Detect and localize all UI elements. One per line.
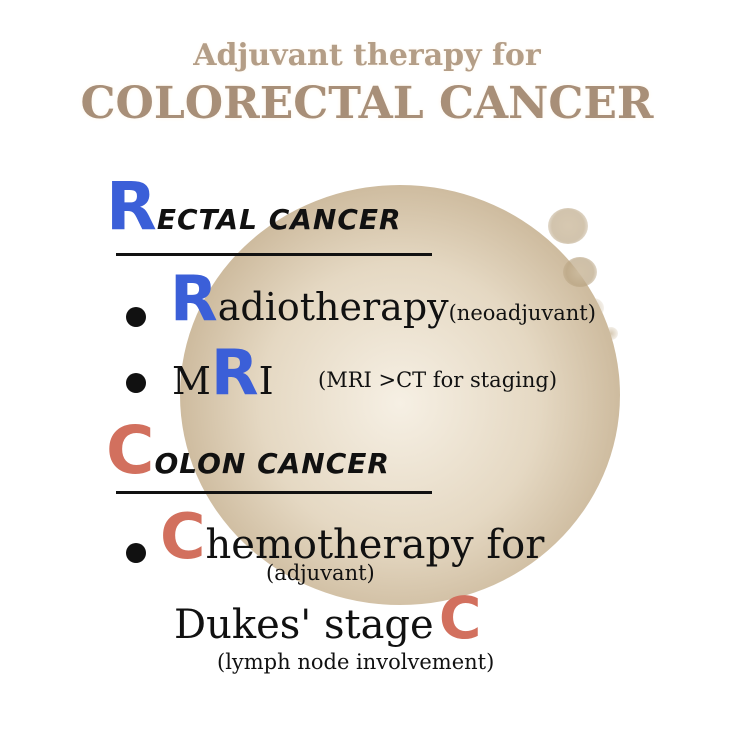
radiotherapy-item: Radiotherapy(neoadjuvant) — [170, 262, 596, 335]
rectal-heading-text: ECTAL CANCER — [156, 203, 402, 236]
rectal-heading: RECTAL CANCER — [106, 168, 402, 245]
radiotherapy-text: adiotherapy — [217, 285, 449, 329]
mri-initial: R — [210, 336, 259, 409]
stain-drop — [563, 257, 597, 287]
colon-heading-text: OLON CANCER — [154, 447, 390, 480]
mri-prefix: M — [172, 359, 211, 403]
dukes-initial: C — [438, 584, 482, 652]
bullet — [126, 307, 146, 327]
chemotherapy-text: hemotherapy for — [205, 522, 545, 568]
title-line-1: Adjuvant therapy for — [193, 38, 541, 73]
adjuvant-note: (adjuvant) — [266, 561, 375, 585]
title-line-2: COLORECTAL CANCER — [80, 78, 654, 129]
mri-text: I — [258, 359, 274, 403]
colon-heading: COLON CANCER — [106, 412, 390, 489]
stain-drop — [604, 327, 618, 340]
mri-note: (MRI >CT for staging) — [318, 368, 558, 392]
mri-item: MRI — [172, 336, 274, 409]
lymph-note: (lymph node involvement) — [217, 650, 495, 674]
radiotherapy-note: (neoadjuvant) — [448, 301, 596, 325]
colon-initial: C — [106, 412, 155, 489]
dukes-text: Dukes' stage — [174, 602, 434, 648]
stain-drop — [548, 208, 588, 244]
chemotherapy-initial: C — [160, 500, 206, 573]
rectal-underline — [116, 253, 432, 256]
chemotherapy-item: Chemotherapy for — [160, 500, 544, 573]
bullet — [126, 543, 146, 563]
rectal-initial: R — [106, 168, 157, 245]
colon-underline — [116, 491, 432, 494]
dukes-line: Dukes' stage C — [174, 584, 481, 652]
radiotherapy-initial: R — [170, 262, 218, 335]
stain-drop — [582, 298, 604, 318]
bullet — [126, 373, 146, 393]
